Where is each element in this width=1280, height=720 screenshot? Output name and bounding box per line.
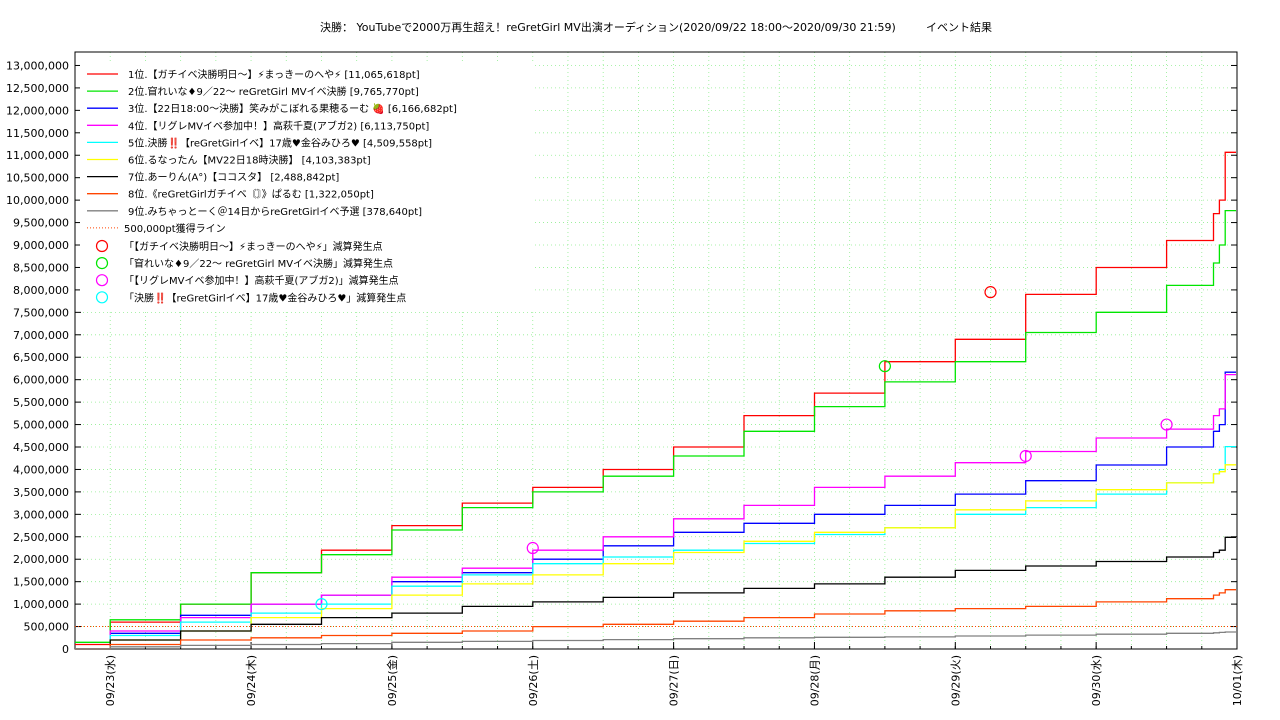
x-tick-label: 09/26(土) bbox=[527, 655, 540, 706]
legend-marker-4 bbox=[95, 291, 109, 304]
y-tick-label: 0 bbox=[62, 643, 69, 656]
y-tick-label: 12,000,000 bbox=[6, 104, 69, 117]
y-tick-label: 7,500,000 bbox=[13, 306, 69, 319]
reduction-markers bbox=[315, 286, 1173, 611]
reduction-marker-3 bbox=[526, 541, 539, 555]
legend-label-1: 1位.【ガチイベ決勝明日〜】⚡まっきーのへや⚡ [11,065,618pt] bbox=[128, 68, 420, 81]
y-tick-label: 10,000,000 bbox=[6, 194, 69, 207]
axes: 0 500,000 1,000,000 1,500,000 2,000,000 2,500… bbox=[6, 51, 1244, 706]
legend-label-reference: 500,000pt獲得ライン bbox=[124, 222, 226, 235]
x-tick-label: 09/24(木) bbox=[245, 655, 258, 706]
y-tick-label: 1,000,000 bbox=[13, 598, 69, 611]
chart-title-suffix: イベント結果 bbox=[926, 20, 992, 34]
x-tick-label: 09/23(水) bbox=[104, 655, 117, 706]
legend-label-5: 5位.決勝‼️【reGretGirlイベ】17歳♥金谷みひろ♥ [4,509,5… bbox=[128, 136, 432, 149]
legend-marker-label-2: 「窅れいな♦9／22〜 reGretGirl MVイベ決勝」減算発生点 bbox=[124, 257, 393, 270]
legend-label-3: 3位.【22日18:00〜決勝】笑みがこぼれる果穂るーむ 🍓 [6,166,68… bbox=[128, 102, 457, 115]
reduction-marker-3 bbox=[1019, 449, 1032, 463]
y-tick-label: 9,000,000 bbox=[13, 239, 69, 252]
x-tick-label: 09/25(金) bbox=[385, 655, 399, 706]
y-tick-label: 3,500,000 bbox=[13, 486, 69, 499]
legend-background bbox=[80, 63, 535, 311]
y-tick-label: 4,500,000 bbox=[13, 441, 69, 454]
series-line-3 bbox=[75, 371, 1236, 650]
legend-label-7: 7位.あーりん(A°)【ココスタ】 [2,488,842pt] bbox=[128, 171, 339, 184]
reduction-marker-3 bbox=[1160, 418, 1173, 431]
y-tick-label: 1,500,000 bbox=[13, 576, 69, 589]
legend-label-6: 6位.るなったん【MV22日18時決勝】 [4,103,383pt] bbox=[128, 154, 371, 167]
legend-label-8: 8位.《reGretGirlガチイベ〘〙》ぱるむ [1,322,050pt] bbox=[128, 188, 374, 201]
series-line-6 bbox=[75, 464, 1236, 650]
y-tick-label: 5,500,000 bbox=[13, 396, 69, 409]
y-tick-label: 6,500,000 bbox=[13, 351, 69, 364]
legend-marker-label-1: 「【ガチイベ決勝明日〜】⚡まっきーのへや⚡」減算発生点 bbox=[124, 240, 383, 253]
y-tick-label: 10,500,000 bbox=[6, 172, 69, 185]
x-tick-label: 10/01(木) bbox=[1231, 655, 1244, 706]
y-tick-label: 13,000,000 bbox=[6, 59, 69, 72]
legend-marker-3 bbox=[95, 274, 109, 287]
y-tick-label: 4,000,000 bbox=[13, 463, 69, 476]
y-tick-label: 11,000,000 bbox=[6, 149, 69, 162]
series-line-9 bbox=[75, 631, 1236, 650]
series-line-5 bbox=[75, 445, 1236, 650]
grid bbox=[75, 52, 1237, 649]
x-tick-label: 09/28(月) bbox=[808, 655, 821, 706]
series-line-7 bbox=[75, 536, 1236, 650]
y-tick-label: 3,000,000 bbox=[13, 508, 69, 521]
y-tick-label: 2,000,000 bbox=[13, 553, 69, 566]
chart-title: 決勝： YouTubeで2000万再生超え！reGretGirl MV出演オーデ… bbox=[320, 20, 896, 34]
reduction-marker-4 bbox=[315, 598, 328, 611]
series-line-2 bbox=[75, 209, 1236, 643]
legend-marker-label-4: 「決勝‼️【reGretGirlイベ】17歳♥金谷みひろ♥」減算発生点 bbox=[124, 291, 406, 304]
y-tick-label: 12,500,000 bbox=[6, 82, 69, 95]
y-tick-label: 500,000 bbox=[24, 621, 70, 634]
legend-marker-label-3: 「【リグレMVイベ参加中！】高萩千夏(アブガ2)」減算発生点 bbox=[124, 274, 399, 287]
legend-marker-1 bbox=[95, 239, 109, 253]
legend: 1位.【ガチイベ決勝明日〜】⚡まっきーのへや⚡ [11,065,618pt] 2位… bbox=[80, 63, 535, 311]
y-tick-label: 8,000,000 bbox=[13, 284, 69, 297]
y-tick-label: 7,000,000 bbox=[13, 329, 69, 342]
y-tick-label: 8,500,000 bbox=[13, 261, 69, 274]
series-lines bbox=[75, 151, 1237, 650]
plot-frame bbox=[74, 51, 1238, 650]
x-tick-label: 09/30(水) bbox=[1090, 655, 1103, 706]
y-tick-label: 2,500,000 bbox=[13, 531, 69, 544]
legend-label-2: 2位.窅れいな♦9／22〜 reGretGirl MVイベ決勝 [9,765,7… bbox=[128, 85, 419, 98]
series-line-4 bbox=[75, 373, 1236, 650]
legend-label-4: 4位.【リグレMVイベ参加中！】高萩千夏(アブガ2) [6,113,750pt] bbox=[128, 119, 429, 132]
y-tick-label: 11,500,000 bbox=[6, 127, 69, 140]
y-tick-label: 9,500,000 bbox=[13, 217, 69, 230]
legend-label-9: 9位.みちゃっとーく＠14日からreGretGirlイベ予選 [378,640p… bbox=[128, 205, 422, 218]
series-line-8 bbox=[75, 589, 1236, 650]
y-tick-label: 5,000,000 bbox=[13, 419, 69, 432]
x-tick-label: 09/27(日) bbox=[668, 655, 681, 706]
y-tick-label: 6,000,000 bbox=[13, 374, 69, 387]
x-tick-label: 09/29(火) bbox=[949, 655, 962, 706]
legend-marker-2 bbox=[95, 257, 109, 270]
reduction-marker-1 bbox=[984, 286, 997, 299]
reduction-marker-2 bbox=[878, 360, 891, 373]
